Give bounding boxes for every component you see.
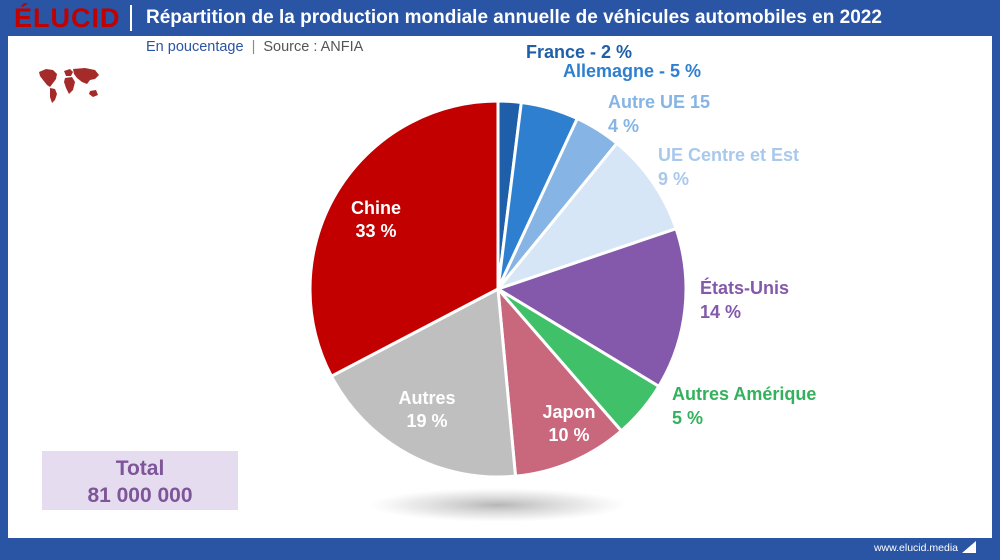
slice-value--tats-unis: 14 % — [700, 302, 741, 322]
pie-slices — [308, 99, 688, 479]
page-title: Répartition de la production mondiale an… — [146, 7, 882, 28]
slice-label-ue-centre-et-est: UE Centre et Est — [658, 145, 799, 165]
header-separator — [130, 5, 132, 31]
slice-label-japon: Japon — [542, 402, 595, 422]
slice-value-japon: 10 % — [548, 425, 589, 445]
slice-label--tats-unis: États-Unis — [700, 277, 789, 298]
world-map-icon — [35, 63, 103, 105]
slice-value-chine: 33 % — [355, 221, 396, 241]
pie-labels: France - 2 %Allemagne - 5 % Autre UE 15 4 … — [351, 42, 816, 445]
pie-slice-japon — [496, 287, 623, 478]
pie-shadow — [368, 488, 628, 522]
slice-value-autre-ue-15: 4 % — [608, 116, 639, 136]
pie-slice--tats-unis — [496, 227, 688, 388]
header-bar: ÉLUCID Répartition de la production mond… — [0, 0, 1000, 36]
pie-slice-autres — [329, 287, 518, 479]
pie-slice-chine — [308, 99, 500, 378]
chart-subtitle: En poucentage | Source : ANFIA — [146, 39, 363, 55]
elucid-logo[interactable]: ÉLUCID — [14, 3, 121, 33]
unit-label: En poucentage — [146, 39, 244, 55]
slice-label-autres-am-rique: Autres Amérique — [672, 384, 816, 404]
pie-slice-ue-centre-et-est — [496, 141, 678, 291]
slice-value-autres: 19 % — [406, 411, 447, 431]
slice-value-autres-am-rique: 5 % — [672, 408, 703, 428]
elucid-mark-icon — [962, 541, 976, 553]
subtitle-separator: | — [251, 39, 256, 55]
slice-label-chine: Chine — [351, 198, 401, 218]
slice-label-france: France - 2 % — [526, 42, 632, 62]
source-label: Source : ANFIA — [263, 39, 364, 55]
total-box: Total 81 000 000 — [42, 451, 238, 510]
slice-label-autre-ue-15: Autre UE 15 — [608, 92, 710, 112]
total-value: 81 000 000 — [87, 484, 193, 507]
slice-value-ue-centre-et-est: 9 % — [658, 169, 689, 189]
total-label: Total — [115, 457, 165, 480]
slice-label-allemagne: Allemagne - 5 % — [563, 61, 701, 81]
footer-site-link[interactable]: www.elucid.media — [873, 542, 958, 554]
slice-label-autres: Autres — [398, 388, 455, 408]
